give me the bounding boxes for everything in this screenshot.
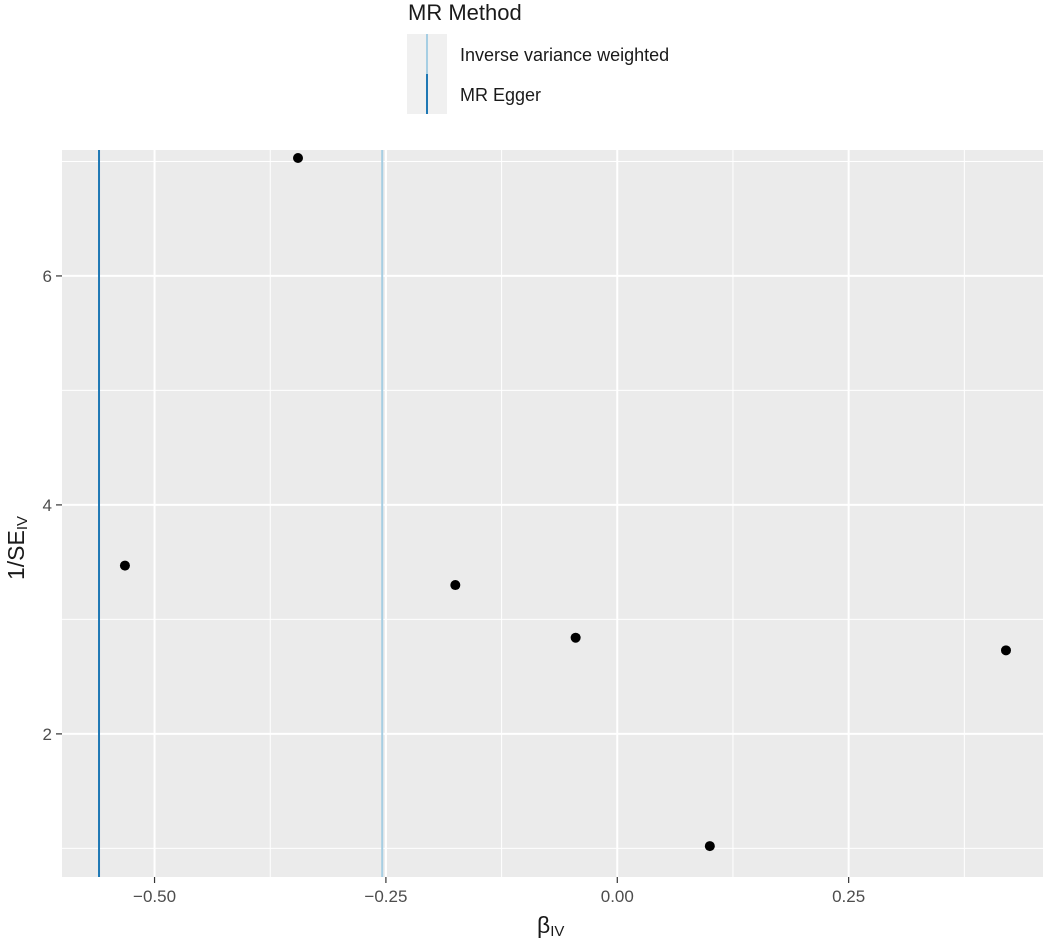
- y-tick-label: 6: [43, 267, 52, 286]
- plot-panel: −0.50 −0.25 0.00 0.25 2 4 6: [43, 150, 1043, 906]
- x-tick-label: −0.50: [133, 887, 176, 906]
- legend-title: MR Method: [408, 0, 522, 25]
- legend: MR Method Inverse variance weighted MR E…: [407, 0, 669, 114]
- y-tick-label: 2: [43, 725, 52, 744]
- legend-label-ivw: Inverse variance weighted: [460, 45, 669, 65]
- data-point: [292, 153, 303, 164]
- x-tick-label: 0.25: [832, 887, 865, 906]
- x-tick-label: −0.25: [364, 887, 407, 906]
- data-point: [704, 841, 715, 852]
- x-tick-label: 0.00: [601, 887, 634, 906]
- x-axis-title: βIV: [537, 912, 564, 940]
- y-tick-label: 4: [43, 496, 52, 515]
- data-point: [570, 632, 581, 643]
- panel-background: [62, 150, 1043, 877]
- data-point: [450, 580, 461, 591]
- legend-label-egger: MR Egger: [460, 85, 541, 105]
- data-point: [1000, 645, 1011, 656]
- y-axis-title: 1/SEIV: [3, 516, 31, 580]
- data-point: [119, 560, 130, 571]
